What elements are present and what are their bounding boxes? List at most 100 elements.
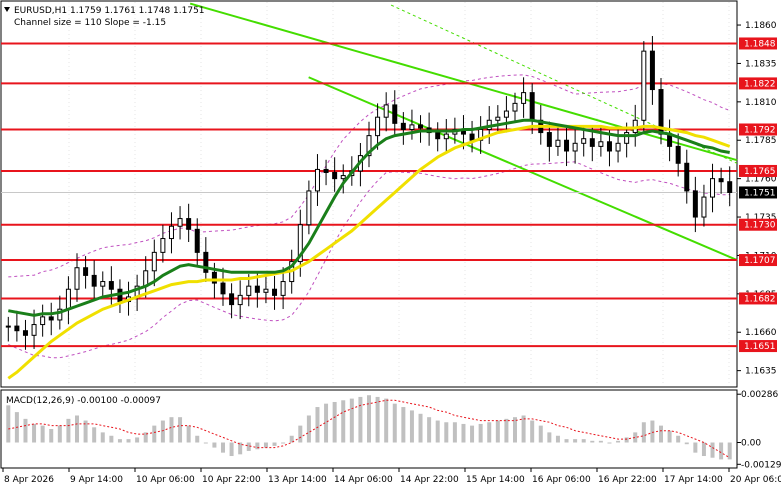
candle-body (564, 139, 570, 152)
macd-hist-bar (667, 430, 672, 443)
candle-body (194, 228, 200, 253)
macd-hist-bar (590, 440, 595, 443)
candle-body (606, 141, 612, 152)
candle-body (5, 325, 11, 328)
level-label-bg (739, 77, 777, 90)
candle-body (366, 135, 372, 157)
candle-body (332, 171, 338, 180)
time-axis: 8 Apr 2026 9 Apr 14:00 10 Apr 06:00 10 Apr … (2, 468, 781, 485)
time-tick-label: 16 Apr 22:00 (598, 475, 657, 485)
chart-header: EURUSD,H1 1.1759 1.1761 1.1748 1.1751 Ch… (4, 6, 205, 28)
macd-hist-bar (504, 418, 509, 443)
macd-hist-bar (573, 439, 578, 443)
macd-hist-bar (40, 425, 45, 443)
macd-hist-bar (384, 398, 389, 443)
macd-hist-bar (324, 403, 329, 443)
macd-tick-label: 0.00286 (741, 390, 778, 400)
candle-body (675, 145, 681, 164)
macd-hist-bar (100, 432, 105, 443)
candle-body (546, 132, 552, 147)
candle-body (641, 50, 647, 121)
macd-hist-bar (478, 423, 483, 443)
macd-hist-bar (392, 403, 397, 443)
candle-body (710, 178, 716, 198)
macd-pane (0, 389, 738, 469)
candle-body (65, 288, 71, 310)
channel-lower-line (308, 76, 738, 261)
macd-hist-bar (238, 442, 243, 455)
macd-hist-bar (701, 442, 706, 457)
level-label: 1.1730 (744, 221, 776, 231)
macd-hist-bar (598, 440, 603, 443)
candle-body (203, 251, 209, 273)
candle-body (503, 110, 509, 118)
macd-hist-bar (152, 425, 157, 443)
candle-body (718, 178, 724, 183)
macd-hist-bar (418, 413, 423, 443)
macd-hist-bar (57, 425, 62, 443)
macd-hist-bar (212, 442, 217, 448)
candle-body (443, 133, 449, 140)
macd-axis: 0.00286 0.00 -0.00129 (737, 390, 781, 470)
macd-hist-bar (375, 396, 380, 443)
candle-body (649, 50, 655, 91)
channel-upper-line (189, 2, 738, 162)
time-tick-label: 14 Apr 22:00 (400, 475, 459, 485)
macd-hist-bar (195, 435, 200, 443)
macd-hist-bar (315, 407, 320, 443)
candle-body (409, 124, 415, 130)
candle-body (272, 288, 278, 296)
time-tick-label: 14 Apr 06:00 (334, 475, 393, 485)
candle-body (263, 288, 269, 293)
candle-body (168, 225, 174, 240)
time-tick-label: 20 Apr 06:00 (730, 475, 781, 485)
candle-body (323, 168, 329, 173)
macd-hist-bar (49, 429, 54, 443)
macd-hist-bar (178, 417, 183, 443)
time-tick-label: 8 Apr 2026 (4, 475, 54, 485)
time-tick-label: 17 Apr 14:00 (664, 475, 723, 485)
macd-hist-bar (461, 423, 466, 443)
macd-hist-bar (306, 415, 311, 443)
level-label: 1.1682 (744, 294, 776, 304)
macd-hist-bar (521, 415, 526, 443)
candle-body (521, 92, 527, 104)
candle-body (701, 196, 707, 218)
level-label: 1.1792 (744, 125, 776, 135)
macd-hist-bar (435, 420, 440, 443)
candle-body (220, 282, 226, 295)
candle-body (383, 104, 389, 118)
candle-body (254, 285, 260, 293)
macd-hist-bar (349, 398, 354, 443)
macd-hist-bar (693, 442, 698, 453)
macd-hist-bar (495, 420, 500, 443)
macd-hist-bar (367, 395, 371, 443)
price-pane (0, 0, 738, 388)
macd-hist-bar (32, 423, 37, 443)
macd-hist-bar (281, 442, 286, 444)
level-label-bg (739, 123, 777, 136)
candle-body (246, 285, 252, 296)
candle-body (211, 271, 217, 284)
candle-body (306, 190, 312, 226)
candle-body (418, 124, 424, 129)
candle-body (624, 132, 630, 144)
price-tick-label: 1.1635 (745, 367, 777, 377)
candle-body (229, 293, 235, 306)
candle-body (91, 274, 97, 287)
collapse-triangle-icon[interactable] (4, 7, 10, 12)
macd-hist-bar (143, 432, 148, 443)
ma-slow-line (7, 124, 731, 380)
macd-hist-bar (727, 442, 732, 460)
ma-fast-line (8, 118, 730, 317)
level-label-bg (739, 218, 777, 231)
candle-body (177, 218, 183, 227)
macd-hist-bar (470, 425, 475, 443)
candle-body (14, 325, 20, 332)
macd-hist-bar (298, 425, 303, 443)
macd-label: MACD(12,26,9) -0.00100 -0.00097 (6, 396, 161, 406)
bollinger-lower (8, 161, 730, 359)
level-label: 1.1848 (744, 39, 776, 49)
macd-hist-bar (710, 442, 715, 458)
price-tick-label: 1.1860 (745, 21, 777, 31)
